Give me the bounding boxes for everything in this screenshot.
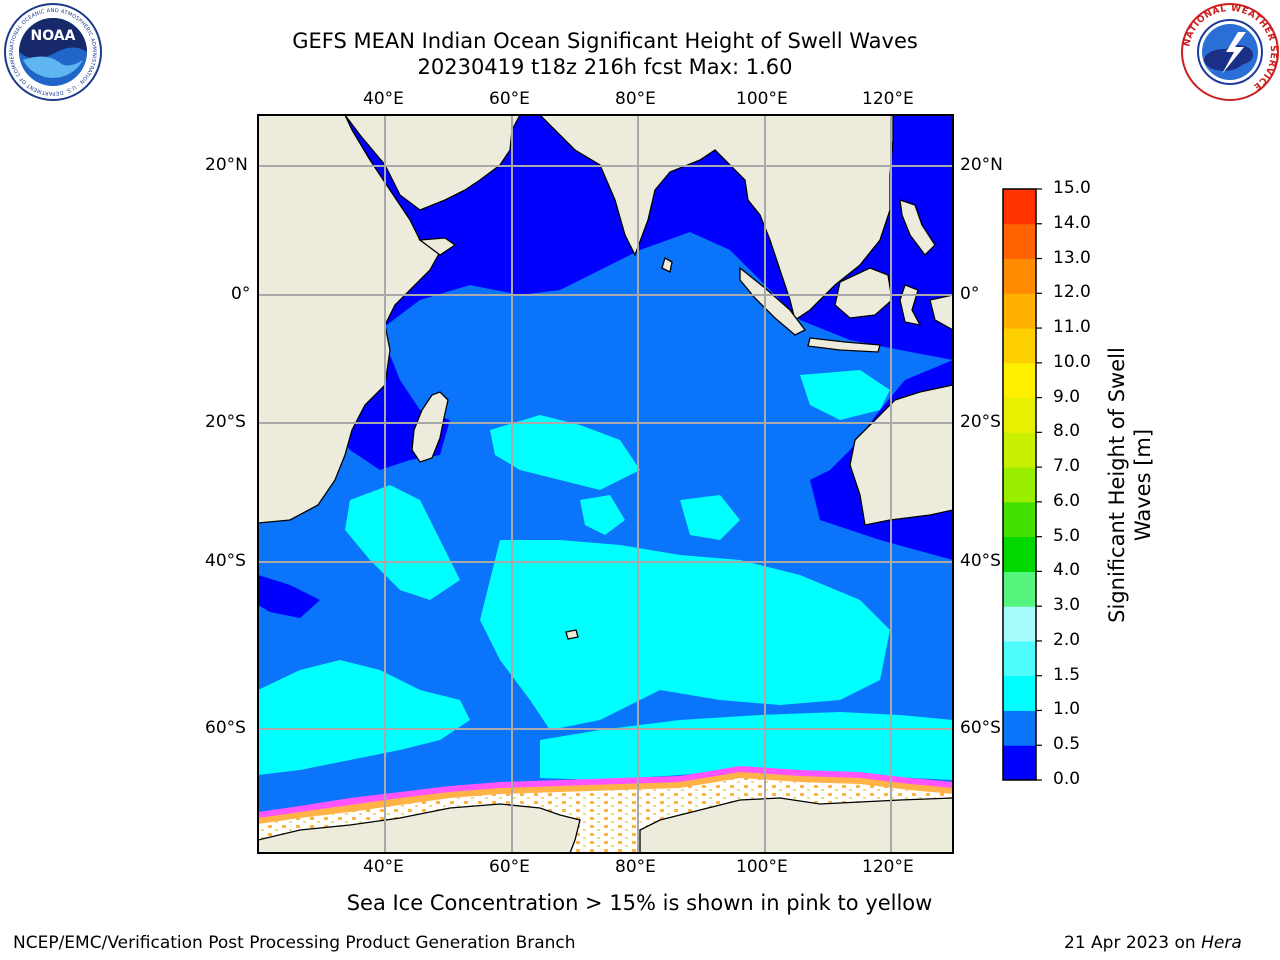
- lon-label-bottom-80e: 80°E: [615, 857, 656, 877]
- swell-cyan-patches: [258, 370, 953, 780]
- lat-label-left-0: 0°: [231, 284, 251, 304]
- colorbar-segment: [1003, 710, 1036, 746]
- colorbar-tick-label: 7.0: [1053, 456, 1081, 477]
- sea-ice-caption: Sea Ice Concentration > 15% is shown in …: [346, 891, 933, 915]
- colorbar-segment: [1003, 536, 1036, 572]
- colorbar-segment: [1003, 432, 1036, 468]
- swell-patch: [480, 540, 890, 730]
- lat-label-right-20n: 20°N: [960, 155, 1003, 175]
- colorbar-segment: [1003, 397, 1036, 433]
- lon-label-bottom-60e: 60°E: [489, 857, 530, 877]
- colorbar-segment: [1003, 745, 1036, 781]
- colorbar-tick-label: 2.0: [1053, 629, 1081, 650]
- land-kerguelen: [565, 629, 579, 640]
- land-new-guinea: [929, 294, 953, 331]
- lat-label-right-60s: 60°S: [960, 718, 1001, 738]
- colorbar-tick-label: 1.5: [1053, 664, 1081, 685]
- land-horn: [418, 237, 457, 256]
- map-grid: [258, 115, 953, 853]
- colorbar-tick-label: 4.0: [1053, 560, 1081, 581]
- colorbar-tick-label: 6.0: [1053, 490, 1081, 511]
- lat-label-left-40s: 40°S: [205, 551, 246, 571]
- land-australia: [849, 384, 953, 526]
- land-madagascar: [411, 391, 449, 463]
- colorbar-segment: [1003, 189, 1036, 225]
- footer-date: 21 Apr 2023 on Hera: [1064, 933, 1242, 953]
- lat-label-right-40s: 40°S: [960, 551, 1001, 571]
- colorbar-tick-label: 3.0: [1053, 595, 1081, 616]
- colorbar-segment: [1003, 258, 1036, 294]
- colorbar-tick-label: 12.0: [1053, 282, 1091, 303]
- colorbar-segment: [1003, 606, 1036, 642]
- colorbar-segment: [1003, 328, 1036, 364]
- colorbar-tick-label: 5.0: [1053, 525, 1081, 546]
- lon-label-top-40e: 40°E: [363, 89, 404, 109]
- land-sri-lanka: [661, 257, 673, 273]
- swell-patch: [345, 485, 460, 600]
- swell-patch: [258, 660, 470, 775]
- colorbar-segment: [1003, 571, 1036, 607]
- colorbar-tick-label: 15.0: [1053, 178, 1091, 198]
- colorbar-tick-label: 10.0: [1053, 351, 1091, 372]
- lon-label-top-80e: 80°E: [615, 89, 656, 109]
- swell-patch: [490, 415, 640, 490]
- svg-text:NOAA: NOAA: [31, 28, 76, 44]
- colorbar-tick-label: 0.5: [1053, 734, 1081, 755]
- lon-label-bottom-100e: 100°E: [736, 857, 788, 877]
- colorbar-segment: [1003, 362, 1036, 399]
- colorbar-tick-label: 0.0: [1053, 769, 1081, 789]
- swell-patch: [800, 370, 890, 420]
- ocean-dark-blue-southwest: [258, 575, 320, 618]
- land-africa: [258, 115, 441, 524]
- colorbar-tick-label: 11.0: [1053, 317, 1091, 338]
- map-title-line1: GEFS MEAN Indian Ocean Significant Heigh…: [292, 29, 918, 53]
- colorbar-segment: [1003, 223, 1036, 260]
- footer-credit: NCEP/EMC/Verification Post Processing Pr…: [13, 933, 576, 953]
- colorbar-segment: [1003, 675, 1036, 711]
- map-frame: [257, 114, 954, 854]
- lon-label-bottom-120e: 120°E: [862, 857, 914, 877]
- land-philippines: [899, 199, 936, 256]
- lat-label-right-0: 0°: [960, 284, 980, 304]
- colorbar-tick-label: 14.0: [1053, 212, 1091, 233]
- swell-patch: [680, 495, 740, 540]
- map-title-line2: 20230419 t18z 216h fcst Max: 1.60: [417, 55, 793, 79]
- lat-label-left-20n: 20°N: [205, 155, 248, 175]
- land-borneo: [834, 267, 893, 319]
- swell-patch: [580, 495, 625, 535]
- footer-machine: Hera: [1201, 933, 1242, 953]
- colorbar-segment: [1003, 501, 1036, 538]
- colorbar-tick-label: 13.0: [1053, 247, 1091, 268]
- lon-label-bottom-40e: 40°E: [363, 857, 404, 877]
- colorbar-label: Significant Height of Swell Waves [m]: [1105, 347, 1155, 623]
- lat-label-left-20s: 20°S: [205, 412, 246, 432]
- land-antarctica: [258, 803, 581, 853]
- colorbar-segment: [1003, 293, 1036, 329]
- lon-label-top-120e: 120°E: [862, 89, 914, 109]
- lat-label-right-20s: 20°S: [960, 412, 1001, 432]
- noaa-logo: NOAA NATIONAL OCEANIC AND ATMOSPHERIC AD…: [3, 2, 102, 101]
- colorbar-tick-label: 1.0: [1053, 699, 1081, 720]
- lon-label-top-100e: 100°E: [736, 89, 788, 109]
- map-canvas: [258, 115, 953, 853]
- nws-logo: NATIONAL WEATHER SERVICE: [1181, 3, 1279, 101]
- colorbar-frame: [1002, 188, 1037, 781]
- colorbar-segment: [1003, 467, 1036, 503]
- footer-date-text: 21 Apr 2023 on: [1064, 933, 1202, 953]
- colorbar-tick-label: 8.0: [1053, 421, 1081, 442]
- land-antarctica-east: [639, 797, 953, 853]
- land-java: [807, 337, 881, 353]
- colorbar-segment: [1003, 640, 1036, 677]
- lat-label-left-60s: 60°S: [205, 718, 246, 738]
- colorbar: [1003, 188, 1042, 781]
- lon-label-top-60e: 60°E: [489, 89, 530, 109]
- colorbar-tick-label: 9.0: [1053, 386, 1081, 407]
